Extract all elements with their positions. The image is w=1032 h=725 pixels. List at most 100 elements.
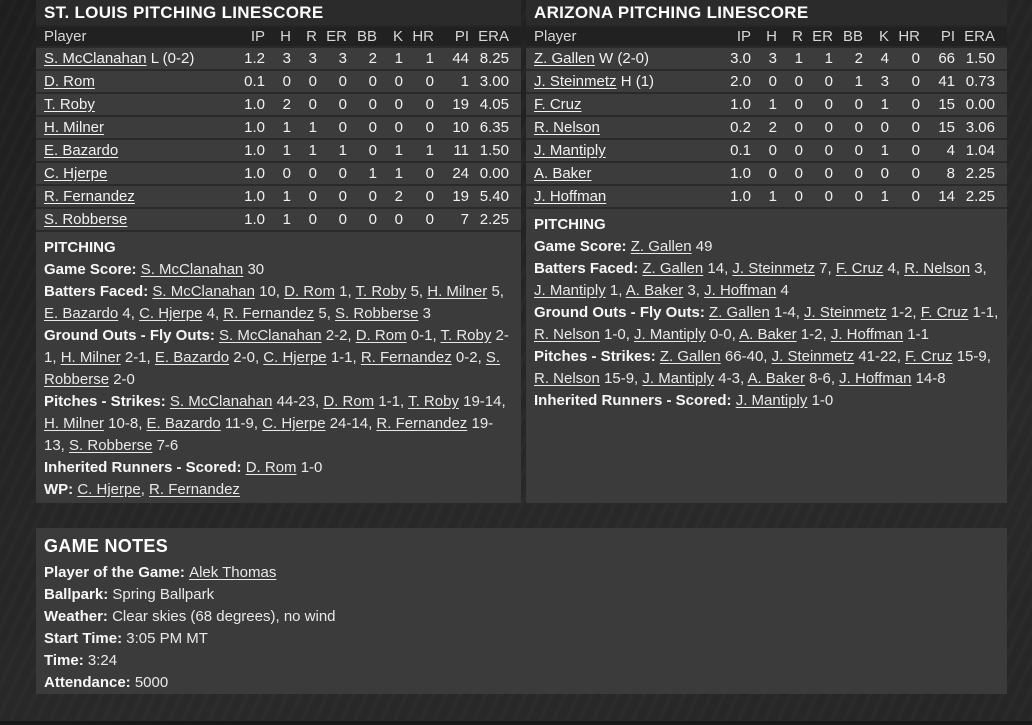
player-link[interactable]: R. Nelson <box>534 370 600 387</box>
player-link[interactable]: J. Hoffman <box>830 326 904 343</box>
player-link[interactable]: J. Mantiply <box>534 142 606 159</box>
player-link[interactable]: T. Roby <box>408 393 459 410</box>
player-link[interactable]: C. Hjerpe <box>262 415 326 432</box>
player-link[interactable]: S. McClanahan <box>169 393 273 410</box>
stat-cell: 2.25 <box>965 165 995 182</box>
note-line: Pitches - Strikes: Z. Gallen 66-40, J. S… <box>534 346 999 390</box>
player-link[interactable]: E. Bazardo <box>44 305 119 322</box>
pitcher-row: S. McClanahan L (0-2) 1.2 3 3 3 2 1 1 44 8.25 <box>36 47 521 70</box>
player-link[interactable]: E. Bazardo <box>154 349 230 366</box>
player-link[interactable]: S. McClanahan <box>140 261 244 278</box>
note-text: 49 <box>691 238 713 255</box>
note-text: , <box>140 481 150 498</box>
player-link[interactable]: J. Mantiply <box>735 392 808 409</box>
player-link[interactable]: C. Hjerpe <box>44 165 108 182</box>
player-link[interactable]: J. Mantiply <box>642 370 715 387</box>
player-link[interactable]: T. Roby <box>44 96 95 113</box>
player-link[interactable]: R. Fernandez <box>149 481 240 498</box>
player-link[interactable]: S. Robberse <box>335 305 419 322</box>
player-link[interactable]: A. Baker <box>534 165 592 182</box>
player-link[interactable]: C. Hjerpe <box>263 349 327 366</box>
player-link[interactable]: S. McClanahan <box>44 50 147 67</box>
note-text: Clear skies (68 degrees), no wind <box>112 608 336 625</box>
stat-cell: 0 <box>911 73 920 90</box>
player-link[interactable]: D. Rom <box>44 73 95 90</box>
stat-cell: 0 <box>768 73 777 90</box>
stl-pitching-table: Player IP H R ER BB K HR PI ERA S. McClanahan L (0… <box>36 25 521 230</box>
note-text: 1-2, <box>796 326 831 343</box>
player-link[interactable]: J. Mantiply <box>534 282 606 299</box>
player-link[interactable]: Z. Gallen <box>630 238 692 255</box>
player-link[interactable]: S. Robberse <box>44 349 501 388</box>
player-link[interactable]: Z. Gallen <box>642 260 704 277</box>
note-text: 10-8, <box>104 415 147 432</box>
player-link[interactable]: E. Bazardo <box>44 142 119 159</box>
stat-cell: 19 <box>452 188 469 205</box>
player-link[interactable]: D. Rom <box>284 283 335 300</box>
player-link[interactable]: J. Steinmetz <box>534 73 617 90</box>
player-link[interactable]: Z. Gallen <box>534 50 595 67</box>
player-link[interactable]: J. Steinmetz <box>771 348 855 365</box>
player-link[interactable]: A. Baker <box>739 326 797 343</box>
player-link[interactable]: E. Bazardo <box>146 415 221 432</box>
column-header: ER <box>812 28 833 45</box>
stat-cell: 0 <box>824 73 833 90</box>
player-link[interactable]: Z. Gallen <box>659 348 721 365</box>
player-link[interactable]: J. Steinmetz <box>732 260 815 277</box>
stat-cell: 4 <box>880 50 889 67</box>
player-link[interactable]: H. Milner <box>427 283 488 300</box>
stat-cell: 1 <box>768 96 777 113</box>
player-link[interactable]: F. Cruz <box>920 304 969 321</box>
stat-cell: 0 <box>824 119 833 136</box>
player-link[interactable]: A. Baker <box>747 370 805 387</box>
player-link[interactable]: R. Nelson <box>534 326 600 343</box>
note-label: Start Time: <box>44 630 127 647</box>
stat-cell: 0 <box>308 73 317 90</box>
stat-cell: 0 <box>425 188 434 205</box>
stat-cell: 8.25 <box>479 50 509 67</box>
stat-cell: 0 <box>338 96 347 113</box>
player-link[interactable]: H. Milner <box>44 415 105 432</box>
player-link[interactable]: S. Robberse <box>69 437 153 454</box>
player-link[interactable]: F. Cruz <box>905 348 953 365</box>
player-link[interactable]: J. Steinmetz <box>804 304 887 321</box>
stat-cell: 1 <box>394 165 403 182</box>
ari-pitching-panel: ARIZONA PITCHING LINESCORE Player IP H R ER B… <box>526 0 1007 503</box>
player-link[interactable]: H. Milner <box>44 119 105 136</box>
decision-suffix: L (0-2) <box>146 50 195 67</box>
player-link[interactable]: J. Hoffman <box>839 370 912 387</box>
player-link[interactable]: J. Hoffman <box>704 282 777 299</box>
player-link[interactable]: S. McClanahan <box>219 327 322 344</box>
note-text: 0-0, <box>705 326 740 343</box>
player-link[interactable]: C. Hjerpe <box>77 481 141 498</box>
player-link[interactable]: T. Roby <box>355 283 407 300</box>
player-link[interactable]: H. Milner <box>60 349 121 366</box>
player-link[interactable]: J. Hoffman <box>534 188 607 205</box>
player-link[interactable]: J. Mantiply <box>634 326 706 343</box>
player-link[interactable]: R. Nelson <box>534 119 600 136</box>
stat-cell: 0.1 <box>730 142 751 159</box>
player-link[interactable]: Z. Gallen <box>709 304 770 321</box>
stat-cell: 1 <box>460 73 469 90</box>
player-link[interactable]: R. Fernandez <box>376 415 468 432</box>
note-text: 3:05 PM MT <box>126 630 208 647</box>
player-link[interactable]: T. Roby <box>440 327 492 344</box>
player-link[interactable]: D. Rom <box>355 327 407 344</box>
player-link[interactable]: A. Baker <box>625 282 684 299</box>
player-link[interactable]: R. Fernandez <box>44 188 135 205</box>
stat-cell: 3.00 <box>479 73 509 90</box>
player-link[interactable]: C. Hjerpe <box>139 305 203 322</box>
player-link[interactable]: D. Rom <box>245 459 297 476</box>
note-line: Time: 3:24 <box>44 650 999 672</box>
player-link[interactable]: D. Rom <box>323 393 375 410</box>
player-link[interactable]: F. Cruz <box>534 96 582 113</box>
player-link[interactable]: F. Cruz <box>835 260 884 277</box>
player-link[interactable]: S. McClanahan <box>152 283 255 300</box>
note-line: Inherited Runners - Scored: J. Mantiply … <box>534 390 999 412</box>
player-link[interactable]: Alek Thomas <box>189 564 277 581</box>
player-link[interactable]: R. Fernandez <box>360 349 452 366</box>
player-link[interactable]: S. Robberse <box>44 211 128 228</box>
player-link[interactable]: R. Nelson <box>904 260 971 277</box>
pitcher-row: J. Steinmetz H (1) 2.0 0 0 0 1 3 0 41 0.73 <box>526 70 1007 93</box>
player-link[interactable]: R. Fernandez <box>223 305 315 322</box>
